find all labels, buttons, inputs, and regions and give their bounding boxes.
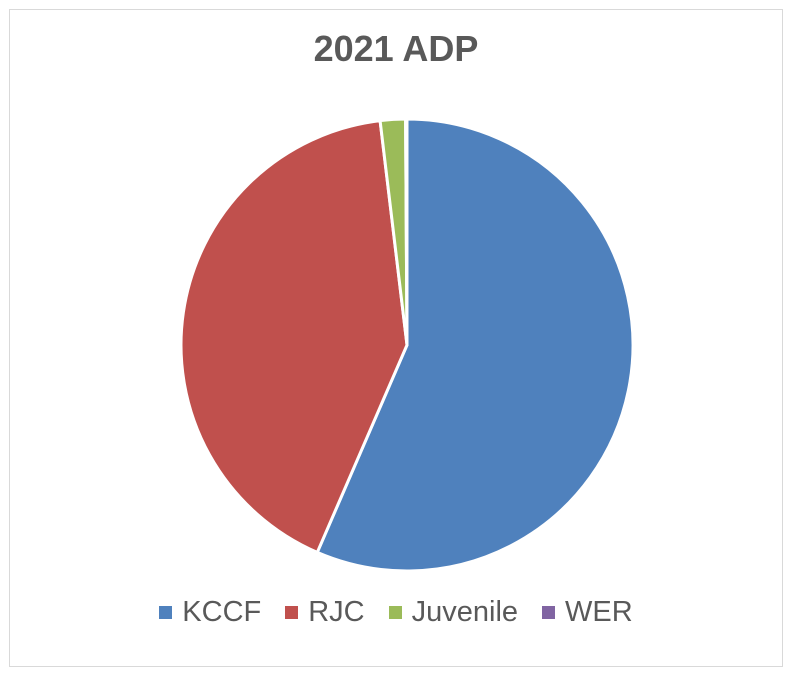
chart-title: 2021 ADP	[313, 28, 479, 69]
legend-swatch	[159, 606, 173, 619]
legend-swatch	[542, 606, 556, 619]
legend-label: RJC	[308, 596, 365, 628]
pie-slice-wer	[404, 117, 409, 347]
legend-swatch	[285, 606, 299, 619]
legend-label: Juvenile	[411, 596, 519, 628]
legend-label: WER	[565, 596, 633, 628]
pie-slice-kccf	[315, 117, 635, 573]
legend-swatch	[388, 606, 402, 619]
legend-item-rjc: RJC	[285, 596, 365, 629]
pie-slice-rjc	[179, 119, 409, 554]
legend-label: KCCF	[182, 596, 262, 628]
pie-slices	[179, 117, 635, 573]
legend-item-wer: WER	[542, 596, 633, 629]
legend-item-juvenile: Juvenile	[388, 596, 519, 629]
legend-item-kccf: KCCF	[159, 596, 261, 629]
legend: KCCF RJC Juvenile WER	[0, 596, 792, 629]
